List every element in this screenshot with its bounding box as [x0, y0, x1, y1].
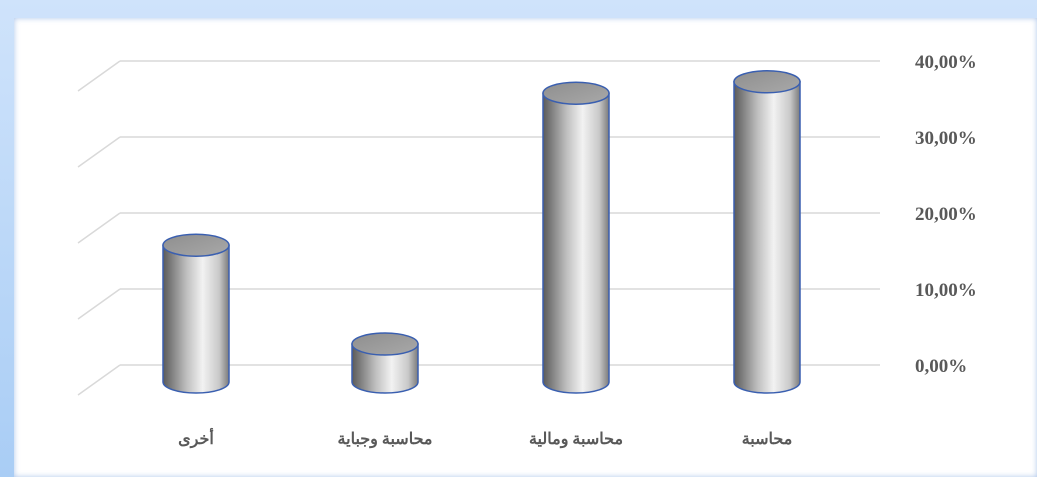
x-category-label: محاسبة ومالية	[529, 431, 623, 449]
x-category-label: محاسبة وجباية	[338, 431, 433, 449]
cylinder-bar	[733, 70, 801, 394]
cylinder-top	[733, 70, 801, 94]
cylinder-top	[162, 233, 230, 257]
cylinder-body	[351, 343, 419, 394]
x-category-label: محاسبة	[742, 431, 793, 448]
y-tick-label: 0,00%	[915, 356, 967, 377]
y-tick-label: 20,00%	[915, 204, 977, 225]
cylinder-bar	[162, 233, 230, 394]
y-tick-label: 10,00%	[915, 280, 977, 301]
gridline-depth	[77, 212, 121, 244]
y-tick-label: 40,00%	[915, 52, 977, 73]
gridline-depth	[77, 364, 121, 396]
y-tick-label: 30,00%	[915, 128, 977, 149]
cylinder-body	[162, 244, 230, 394]
cylinder-bar	[542, 81, 610, 394]
gridline-depth	[77, 288, 121, 320]
gridline-depth	[77, 60, 121, 92]
cylinder-top	[351, 332, 419, 356]
cylinder-body	[542, 92, 610, 394]
gridline-depth	[77, 136, 121, 168]
cylinder-bar	[351, 332, 419, 394]
x-category-label: أخرى	[178, 427, 214, 449]
cylinder-body	[733, 81, 801, 394]
cylinder-top	[542, 81, 610, 105]
